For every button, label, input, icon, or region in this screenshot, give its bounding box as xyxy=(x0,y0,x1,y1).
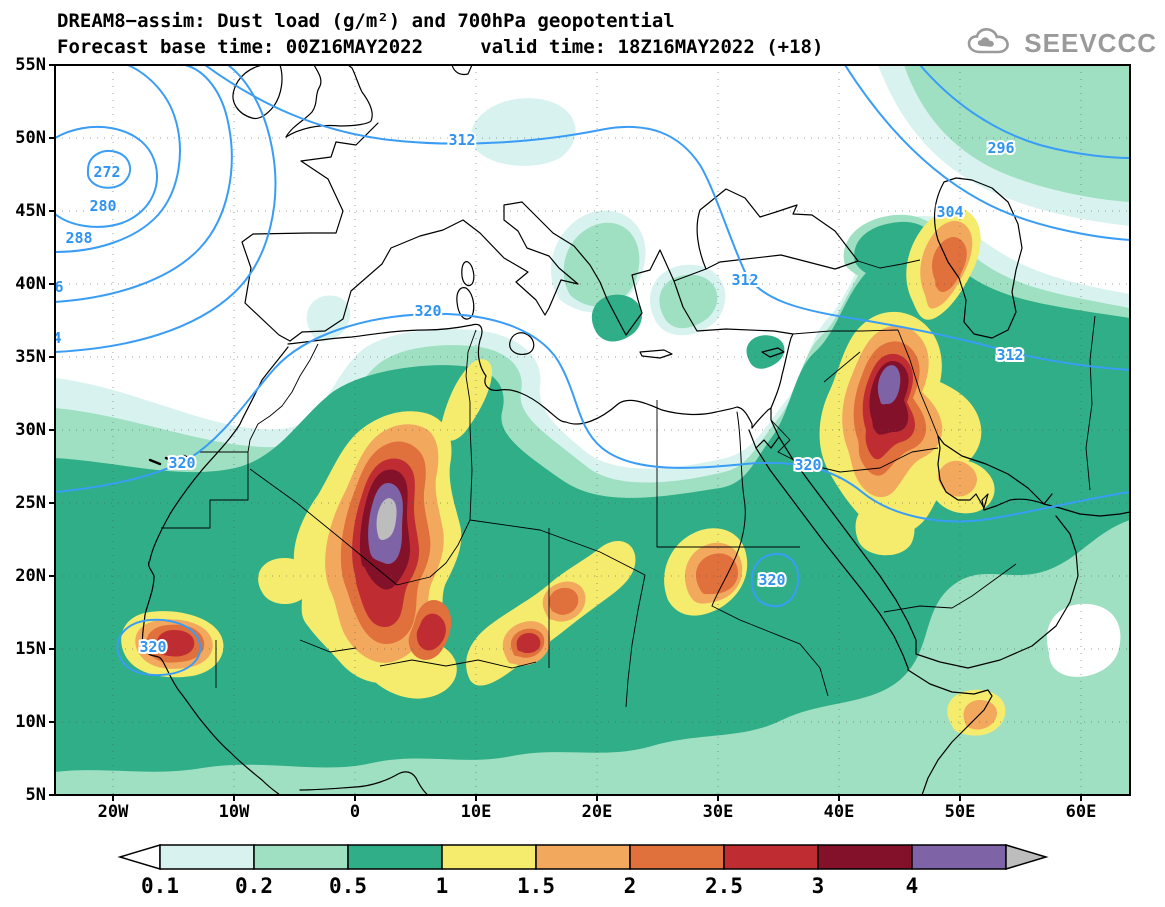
svg-text:320: 320 xyxy=(168,454,195,472)
x-axis-label: 50E xyxy=(944,802,976,822)
svg-text:2: 2 xyxy=(624,874,637,898)
y-axis-label: 25N xyxy=(15,493,46,513)
svg-text:1: 1 xyxy=(436,874,449,898)
coastlines-layer xyxy=(141,65,1130,795)
svg-text:320: 320 xyxy=(758,571,785,589)
svg-text:320: 320 xyxy=(414,302,441,320)
y-axis-label: 55N xyxy=(15,55,46,75)
y-axis-label: 20N xyxy=(15,566,46,586)
y-axis-label: 30N xyxy=(15,420,46,440)
svg-text:312: 312 xyxy=(731,271,758,289)
y-axis-label: 45N xyxy=(15,201,46,221)
geopotential-contour-labels: 272 280 288 296 304 312 296 304 312 312 320 320 320 3… xyxy=(34,129,1026,658)
country-borders-layer xyxy=(161,259,1096,708)
svg-text:280: 280 xyxy=(89,197,116,215)
chart-subtitle-times: Forecast base time: 00Z16MAY2022 valid t… xyxy=(57,36,824,58)
svg-text:304: 304 xyxy=(936,203,963,221)
graticule-dotted-grid xyxy=(55,65,1130,795)
svg-text:0.5: 0.5 xyxy=(329,874,367,898)
svg-text:4: 4 xyxy=(906,874,919,898)
y-axis-label: 5N xyxy=(25,785,46,805)
svg-text:320: 320 xyxy=(139,638,166,656)
svg-text:320: 320 xyxy=(794,456,821,474)
seevccc-logo: SEEVCCC xyxy=(966,26,1157,60)
svg-text:304: 304 xyxy=(34,329,61,347)
y-axis-label: 10N xyxy=(15,712,46,732)
colorbar: 0.1 0.2 0.5 1 1.5 2 2.5 3 4 xyxy=(117,843,1049,898)
x-axis-label: 0 xyxy=(349,802,361,822)
x-axis-label: 10E xyxy=(460,802,492,822)
svg-text:312: 312 xyxy=(448,131,475,149)
y-axis-label: 50N xyxy=(15,128,46,148)
cloud-icon xyxy=(967,28,1010,54)
y-axis-label: 35N xyxy=(15,347,46,367)
svg-text:3: 3 xyxy=(812,874,825,898)
dust-shading-layer xyxy=(55,65,1130,795)
chart-title: DREAM8−assim: Dust load (g/m²) and 700hP… xyxy=(57,10,675,32)
svg-text:0.1: 0.1 xyxy=(141,874,179,898)
y-axis-label: 15N xyxy=(15,639,46,659)
x-axis-label: 20E xyxy=(581,802,613,822)
geopotential-contours-layer xyxy=(55,65,1130,677)
logo-text: SEEVCCC xyxy=(1024,27,1157,58)
svg-text:312: 312 xyxy=(996,346,1023,364)
svg-text:296: 296 xyxy=(987,139,1014,157)
svg-text:0.2: 0.2 xyxy=(235,874,273,898)
y-axis-label: 40N xyxy=(15,274,46,294)
svg-text:2.5: 2.5 xyxy=(705,874,743,898)
x-axis-label: 40E xyxy=(823,802,855,822)
svg-text:272: 272 xyxy=(93,163,120,181)
axis-ticks xyxy=(49,64,1082,801)
svg-text:296: 296 xyxy=(36,278,63,296)
svg-text:288: 288 xyxy=(65,229,92,247)
x-axis-label: 60E xyxy=(1065,802,1097,822)
x-axis-label: 30E xyxy=(702,802,734,822)
x-axis-label: 20W xyxy=(97,802,129,822)
svg-text:1.5: 1.5 xyxy=(517,874,555,898)
x-axis-label: 10W xyxy=(218,802,250,822)
